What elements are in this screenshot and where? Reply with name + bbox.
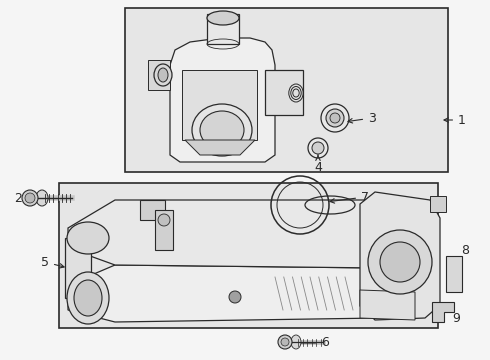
Circle shape [25,193,35,203]
Text: 7: 7 [330,190,369,203]
Polygon shape [68,200,415,278]
Text: 8: 8 [449,243,469,264]
Ellipse shape [154,64,172,86]
Ellipse shape [67,222,109,254]
Text: 1: 1 [444,113,466,126]
Text: 6: 6 [289,337,329,350]
Polygon shape [430,196,446,212]
Polygon shape [170,38,275,162]
Ellipse shape [207,11,239,25]
Text: 4: 4 [314,155,322,174]
Text: 9: 9 [440,308,460,324]
Circle shape [380,242,420,282]
Text: 3: 3 [348,112,376,125]
Ellipse shape [321,104,349,132]
Circle shape [22,190,38,206]
Bar [446,256,462,292]
Ellipse shape [192,104,252,156]
Text: 2: 2 [14,192,34,204]
Ellipse shape [308,138,328,158]
Ellipse shape [312,142,324,154]
Polygon shape [185,140,255,155]
Circle shape [368,230,432,294]
Ellipse shape [36,190,48,206]
Polygon shape [360,192,440,320]
Circle shape [281,338,289,346]
Text: 5: 5 [41,256,64,269]
Ellipse shape [326,109,344,127]
Polygon shape [432,302,454,322]
Bar [182,70,257,140]
Ellipse shape [330,113,340,123]
Bar [125,8,448,172]
Bar [265,70,303,115]
Polygon shape [360,290,415,320]
Bar [148,60,170,90]
Ellipse shape [67,272,109,324]
Ellipse shape [291,335,301,349]
Circle shape [278,335,292,349]
Ellipse shape [200,111,244,149]
Bar [207,14,239,44]
Bar [59,183,438,328]
Bar [65,238,91,298]
Bar [155,210,173,250]
Ellipse shape [158,68,168,82]
Circle shape [229,291,241,303]
Ellipse shape [74,280,102,316]
Circle shape [158,214,170,226]
Polygon shape [68,265,415,322]
Polygon shape [140,200,165,220]
